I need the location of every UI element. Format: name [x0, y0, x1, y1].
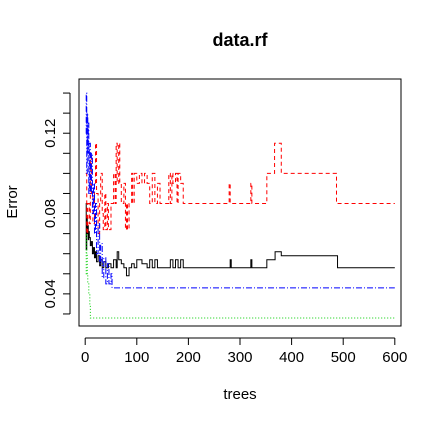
chart-title: data.rf [212, 30, 268, 50]
x-tick-label: 600 [382, 349, 407, 366]
series-line-1 [85, 203, 395, 277]
x-tick-label: 200 [176, 349, 201, 366]
x-tick-label: 500 [331, 349, 356, 366]
y-tick-label: 0.08 [42, 199, 59, 228]
series-line-3 [85, 233, 395, 319]
y-tick-label: 0.04 [42, 279, 59, 308]
y-axis: 0.04 0.08 0.12 [42, 92, 71, 315]
y-tick-label: 0.12 [42, 119, 59, 148]
series-line-2 [85, 142, 395, 235]
x-tick-label: 300 [227, 349, 252, 366]
x-tick-label: 400 [279, 349, 304, 366]
x-tick-label: 0 [81, 349, 89, 366]
plot-frame [78, 78, 402, 327]
x-axis-label: trees [223, 386, 256, 403]
series-layer [85, 92, 395, 319]
x-axis: 0 100 200 300 400 500 600 [81, 337, 407, 366]
x-tick-label: 100 [124, 349, 149, 366]
series-line-4 [85, 92, 395, 289]
y-axis-label: Error [4, 185, 21, 218]
